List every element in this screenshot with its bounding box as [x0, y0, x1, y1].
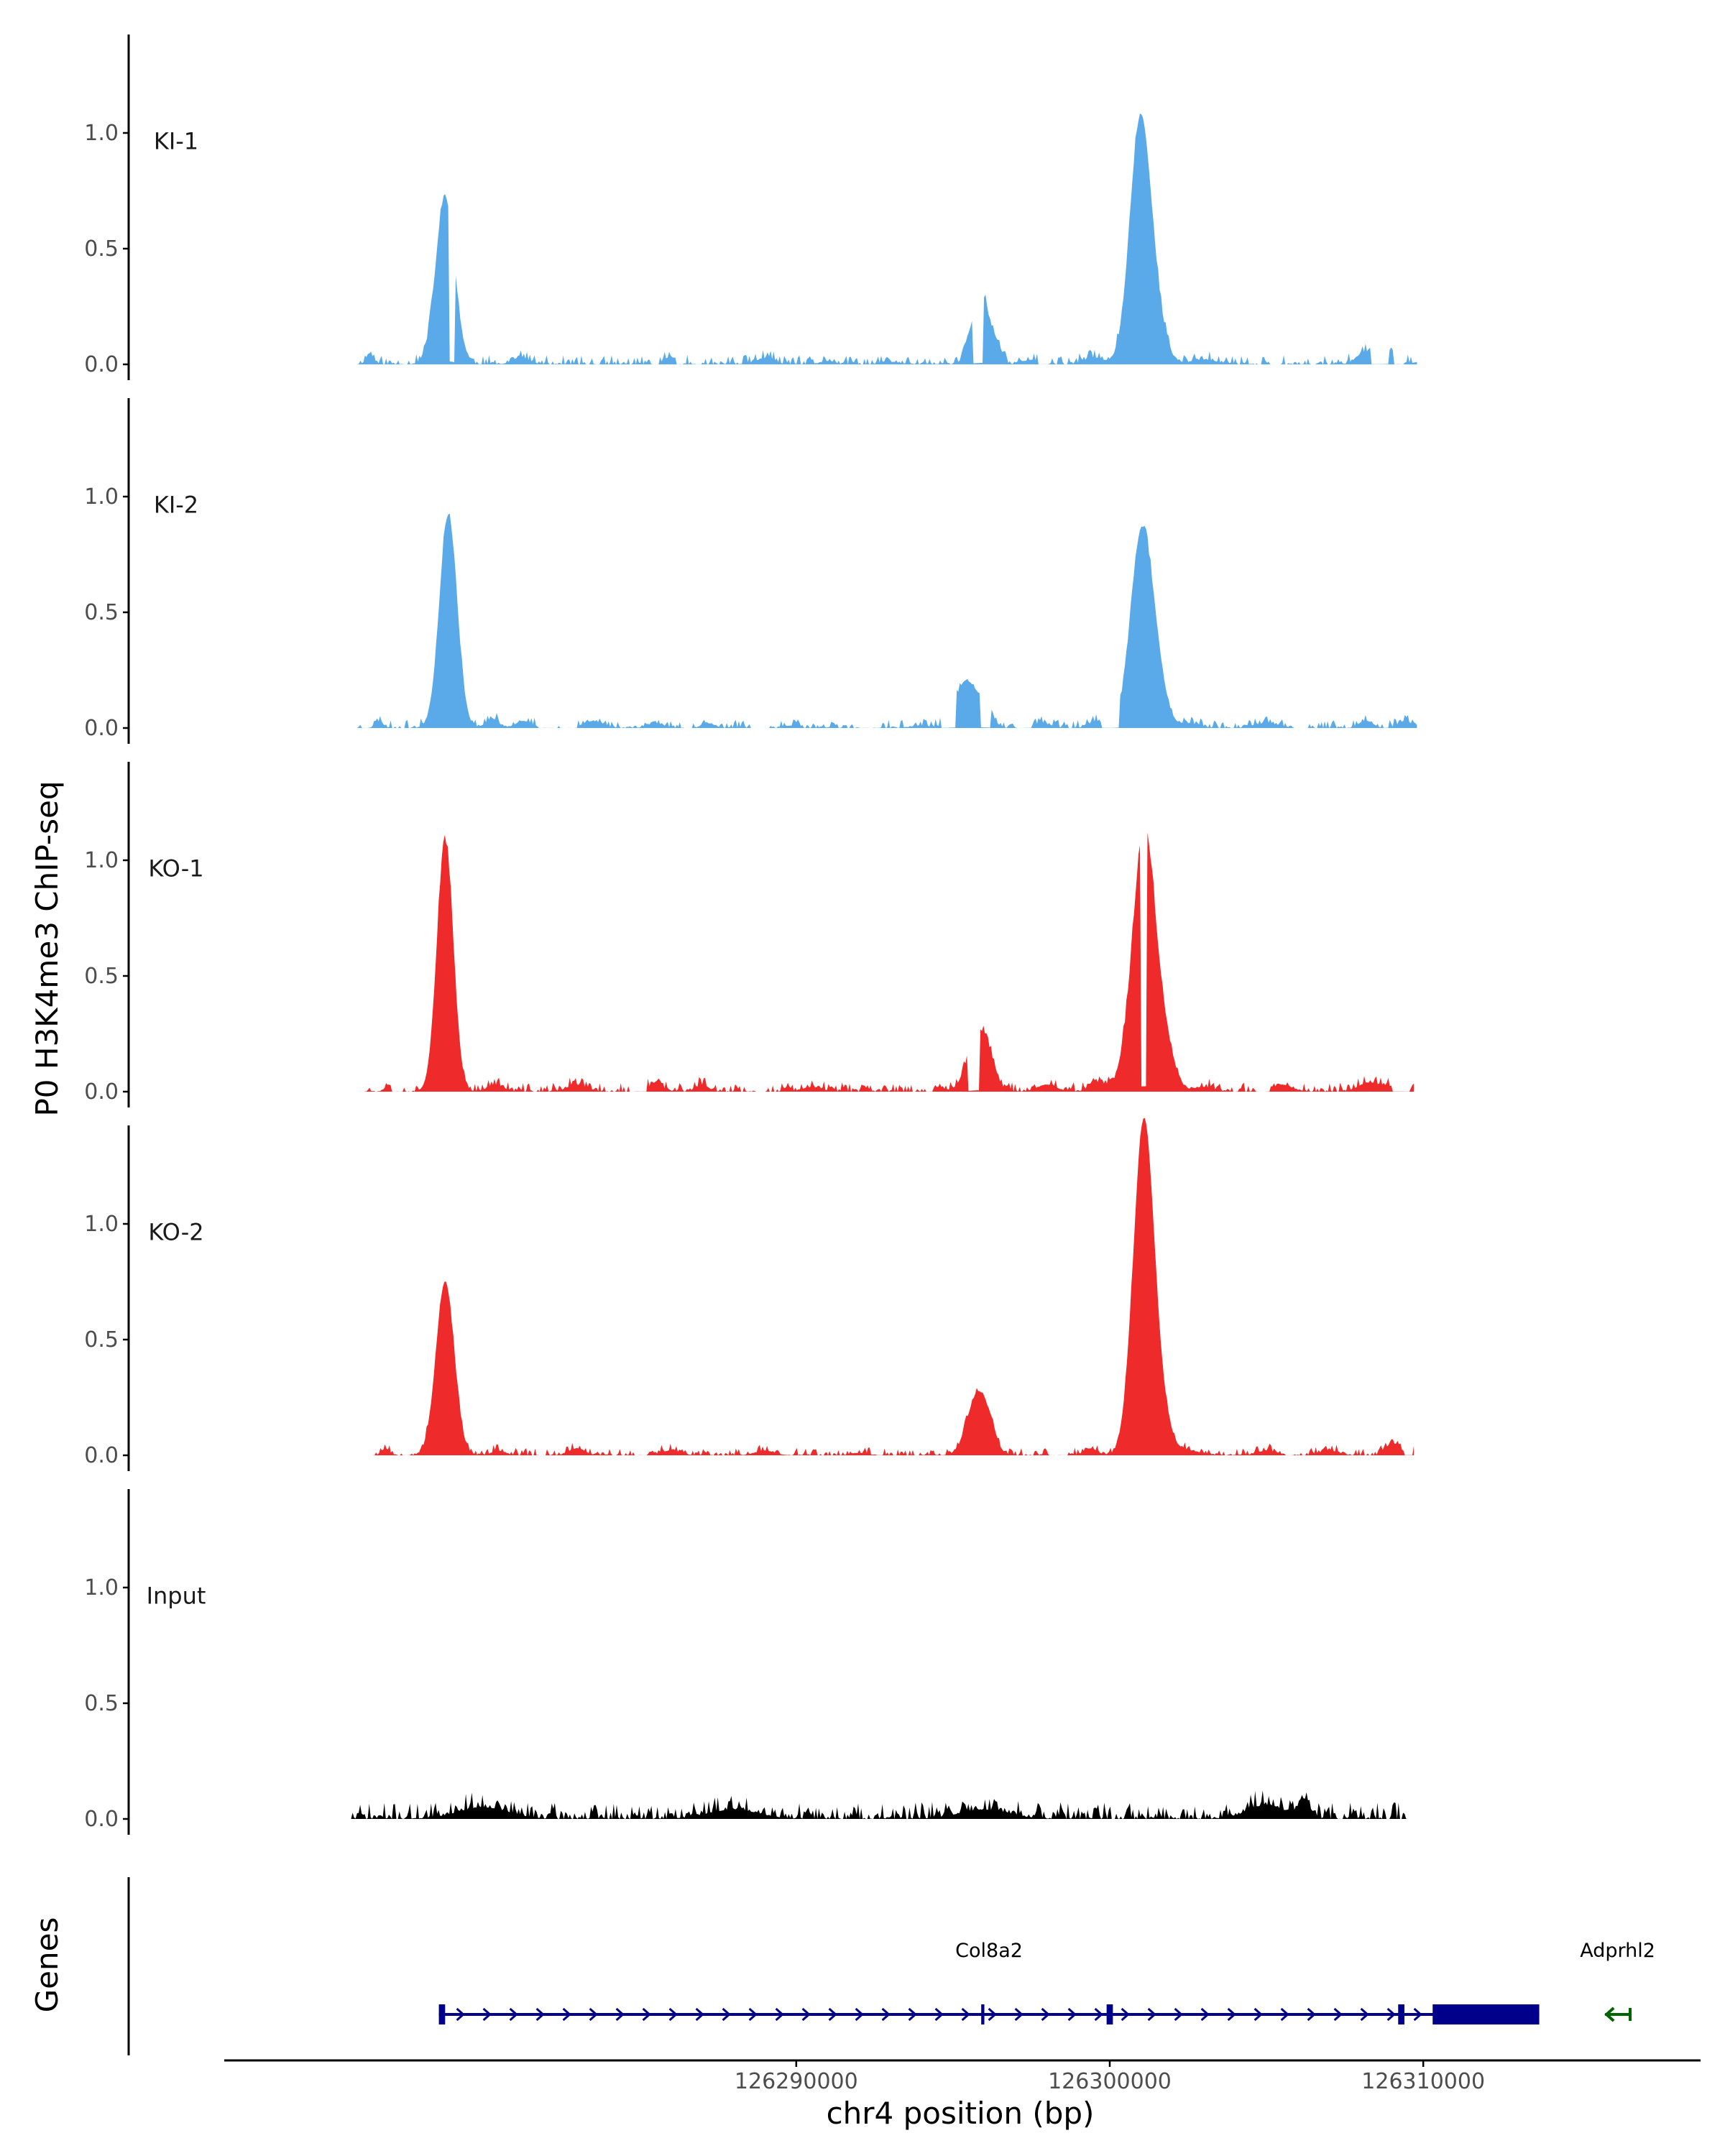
- track-label: KO-1: [148, 855, 203, 883]
- y-tick-label: 0.0: [84, 1443, 119, 1468]
- track-ko-2: 0.0 0.5 1.0 KO-2: [84, 1118, 1414, 1471]
- y-tick-label: 1.0: [84, 121, 119, 146]
- strand-arrow: [881, 2007, 891, 2022]
- strand-arrow: [1307, 2007, 1316, 2022]
- track-input: 0.0 0.5 1.0 Input: [84, 1489, 1408, 1835]
- y-tick-label: 1.0: [84, 848, 119, 873]
- strand-arrow: [775, 2007, 784, 2022]
- signal-area-ki-2: [357, 513, 1417, 728]
- strand-arrow: [1604, 2007, 1615, 2022]
- strand-arrow: [509, 2007, 518, 2022]
- strand-arrow: [1280, 2007, 1289, 2022]
- y-tick-label: 0.0: [84, 352, 119, 377]
- strand-arrow: [695, 2007, 704, 2022]
- exon: [1432, 2004, 1540, 2024]
- strand-arrow: [961, 2007, 970, 2022]
- strand-arrow: [828, 2007, 837, 2022]
- track-label: Input: [147, 1583, 206, 1610]
- strand-arrow: [1147, 2007, 1156, 2022]
- signal-area-ki-1: [357, 114, 1417, 364]
- strand-arrow: [1333, 2007, 1343, 2022]
- x-tick-label: 126300000: [1048, 2069, 1172, 2094]
- strand-arrow: [456, 2007, 465, 2022]
- y-tick-label: 0.5: [84, 1327, 119, 1353]
- exon: [1398, 2004, 1404, 2024]
- strand-arrow: [482, 2007, 492, 2022]
- strand-arrow: [668, 2007, 678, 2022]
- genes-panel: Genes Col8a2 Adprhl2: [29, 1877, 1655, 2055]
- strand-arrow: [642, 2007, 651, 2022]
- track-ki-2: 0.0 0.5 1.0 KI-2: [84, 398, 1417, 744]
- gene-adprhl2: Adprhl2: [1580, 1940, 1655, 2022]
- strand-arrow: [1200, 2007, 1210, 2022]
- signal-area-ko-2: [373, 1118, 1414, 1455]
- signal-area-ko-1: [360, 832, 1414, 1092]
- y-tick-label: 0.5: [84, 964, 119, 989]
- y-tick-label: 1.0: [84, 484, 119, 510]
- y-tick-label: 1.0: [84, 1575, 119, 1600]
- strand-arrow: [1386, 2007, 1396, 2022]
- strand-arrow: [1413, 2007, 1422, 2022]
- genes-panel-title: Genes: [29, 1917, 65, 2013]
- strand-arrow: [988, 2007, 997, 2022]
- strand-arrow: [908, 2007, 917, 2022]
- strand-arrow: [1094, 2007, 1103, 2022]
- strand-arrow: [1067, 2007, 1077, 2022]
- signal-tracks: 0.00.51.0 KI-10.00.51.0 KI-20.00.51.0 KO-10…: [84, 34, 1417, 1835]
- exon: [981, 2004, 985, 2024]
- y-tick-label: 0.0: [84, 716, 119, 741]
- strand-arrow: [562, 2007, 571, 2022]
- strand-arrow: [1254, 2007, 1263, 2022]
- gene-label: Col8a2: [955, 1940, 1023, 1962]
- track-label: KI-1: [154, 128, 198, 155]
- strand-arrow: [1174, 2007, 1183, 2022]
- strand-arrow: [1360, 2007, 1369, 2022]
- strand-arrow: [748, 2007, 758, 2022]
- y-axis-title: P0 H3K4me3 ChIP-seq: [29, 780, 65, 1116]
- y-tick-label: 0.5: [84, 1691, 119, 1716]
- strand-arrow: [855, 2007, 864, 2022]
- strand-arrow: [1121, 2007, 1130, 2022]
- strand-arrow: [1014, 2007, 1024, 2022]
- x-axis: 126290000 126300000 126310000: [224, 2059, 1701, 2094]
- x-tick-label: 126290000: [735, 2069, 858, 2094]
- strand-arrow: [535, 2007, 545, 2022]
- x-axis-title: chr4 position (bp): [827, 2096, 1095, 2131]
- exon: [438, 2004, 446, 2024]
- y-tick-label: 0.5: [84, 236, 119, 262]
- track-ko-1: 0.0 0.5 1.0 KO-1: [84, 762, 1414, 1107]
- signal-area-input: [351, 1790, 1408, 1819]
- strand-arrow: [589, 2007, 598, 2022]
- exon: [1106, 2004, 1113, 2024]
- x-tick-label: 126310000: [1361, 2069, 1485, 2094]
- gene-label: Adprhl2: [1580, 1940, 1655, 1962]
- track-label: KI-2: [154, 492, 198, 519]
- y-tick-label: 0.0: [84, 1079, 119, 1105]
- strand-arrow: [934, 2007, 944, 2022]
- y-tick-label: 0.0: [84, 1807, 119, 1832]
- strand-arrow: [722, 2007, 731, 2022]
- strand-arrow: [1227, 2007, 1236, 2022]
- gene-col8a2: Col8a2: [438, 1940, 1540, 2024]
- y-tick-label: 1.0: [84, 1212, 119, 1237]
- strand-arrow: [1041, 2007, 1050, 2022]
- y-tick-label: 0.5: [84, 600, 119, 625]
- track-label: KO-2: [148, 1219, 203, 1246]
- strand-arrow: [615, 2007, 625, 2022]
- strand-arrow: [801, 2007, 811, 2022]
- track-ki-1: 0.0 0.5 1.0 KI-1: [84, 34, 1417, 380]
